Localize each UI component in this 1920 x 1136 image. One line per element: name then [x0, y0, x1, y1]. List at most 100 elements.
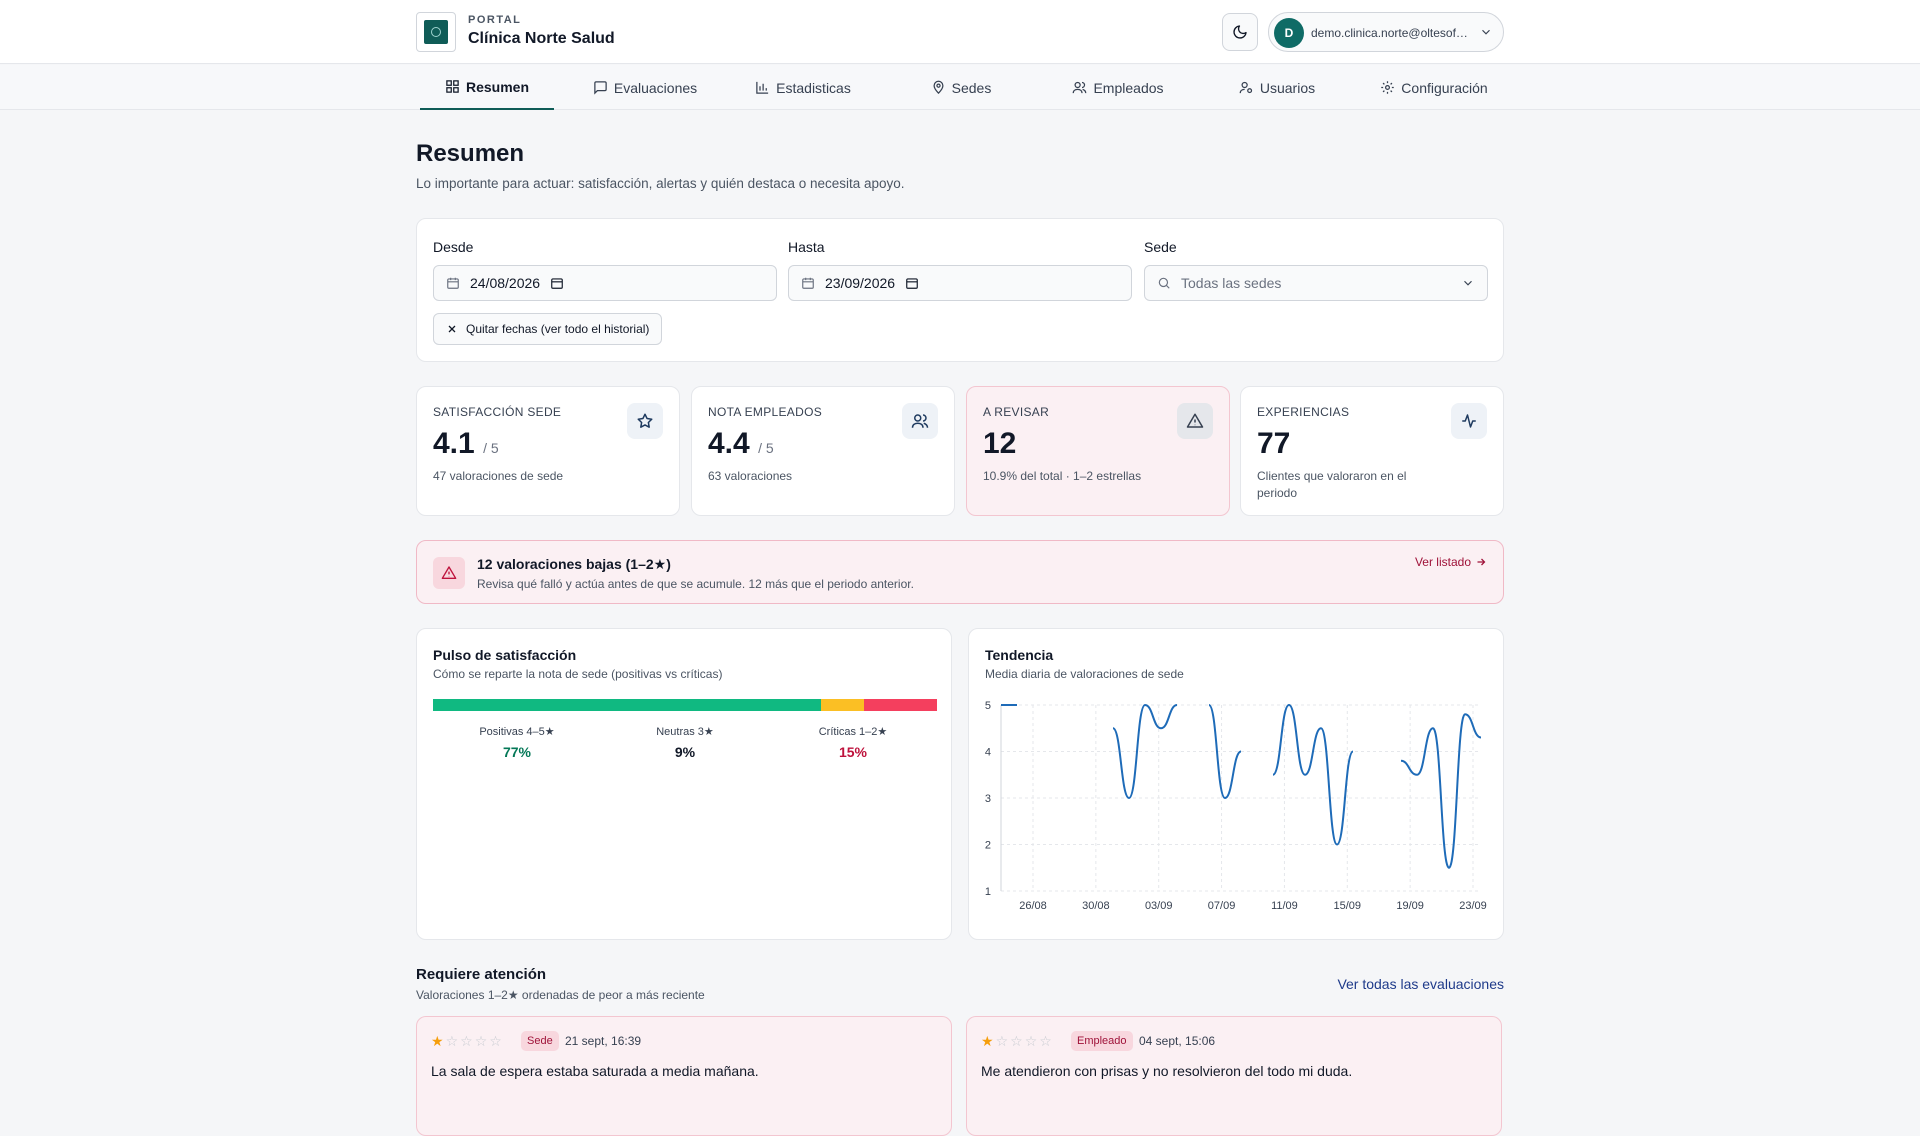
clear-dates-label: Quitar fechas (ver todo el historial): [466, 322, 650, 336]
pulse-stat-label: Críticas 1–2★: [818, 726, 888, 738]
trend-title: Tendencia: [985, 647, 1054, 663]
from-date-input[interactable]: 24/08/2026: [433, 265, 777, 301]
bar-chart-icon: [756, 81, 769, 94]
site-select-placeholder: Todas las sedes: [1181, 275, 1282, 291]
trend-panel: Tendencia Media diaria de valoraciones d…: [968, 628, 1504, 940]
y-tick-label: 2: [985, 840, 991, 852]
user-menu-button[interactable]: D demo.clinica.norte@oltesof…: [1268, 12, 1504, 52]
star-empty-icon: ☆: [1010, 1033, 1023, 1049]
kpi-value: 4.1 / 5: [433, 427, 499, 460]
kpi-experiencias: EXPERIENCIAS 77 Clientes que valoraron e…: [1240, 386, 1504, 516]
kpi-label: NOTA EMPLEADOS: [708, 405, 823, 419]
message-icon: [594, 81, 607, 95]
trend-line-segment: [1112, 703, 1178, 800]
to-label: Hasta: [788, 239, 825, 255]
tab-label: Empleados: [1093, 79, 1164, 96]
page-title: Resumen: [416, 140, 525, 167]
review-card[interactable]: ★ ☆ ☆ ☆ ☆ Sede 21 sept, 16:39 La sala de…: [416, 1016, 952, 1136]
x-tick-label: 07/09: [1208, 900, 1236, 912]
bar-segment-positive: [433, 699, 822, 711]
tab-label: Evaluaciones: [613, 79, 698, 96]
banner-subtitle: Revisa qué falló y actúa antes de que se…: [477, 577, 914, 591]
clear-dates-button[interactable]: Quitar fechas (ver todo el historial): [433, 313, 663, 345]
kpi-a-revisar[interactable]: A REVISAR 12 10.9% del total · 1–2 estre…: [966, 386, 1230, 516]
calendar-picker-icon[interactable]: [905, 276, 919, 290]
view-list-link[interactable]: Ver listado: [1415, 555, 1487, 569]
kpi-value: 12: [983, 427, 1017, 460]
tab-label: Sedes: [951, 79, 992, 96]
review-date: 04 sept, 15:06: [1139, 1034, 1216, 1048]
star-empty-icon: ☆: [1024, 1033, 1038, 1049]
page-subtitle: Lo importante para actuar: satisfacción,…: [416, 176, 905, 191]
star-filled-icon: ★: [431, 1033, 444, 1049]
trend-line-segment: [1208, 704, 1242, 800]
kpi-label: SATISFACCIÓN SEDE: [433, 405, 562, 419]
pulse-panel: Pulso de satisfacción Cómo se reparte la…: [416, 628, 952, 940]
brand-kicker: PORTAL: [468, 14, 522, 26]
moon-icon: [1233, 25, 1247, 39]
tab-label: Resumen: [465, 78, 530, 95]
pulse-stat-positive: Positivas 4–5★ 77%: [433, 725, 601, 760]
x-tick-label: 11/09: [1271, 900, 1298, 912]
bar-segment-neutral: [821, 699, 864, 711]
pulse-stat-neutral: Neutras 3★ 9%: [601, 725, 769, 760]
kpi-sub: 63 valoraciones: [708, 469, 793, 483]
theme-toggle-button[interactable]: [1222, 13, 1258, 51]
review-type-badge: Sede: [521, 1031, 559, 1051]
review-text: Me atendieron con prisas y no resolviero…: [981, 1063, 1353, 1079]
tab-usuarios[interactable]: Usuarios: [1232, 65, 1322, 110]
tab-evaluaciones[interactable]: Evaluaciones: [580, 65, 710, 110]
users-icon: [911, 414, 929, 428]
pulse-subtitle: Cómo se reparte la nota de sede (positiv…: [433, 667, 723, 681]
tab-empleados[interactable]: Empleados: [1066, 65, 1170, 110]
trend-chart: 1 2 3 4 5 26/08 30/08 03/09 07/09 11/09 15/09 19/09…: [985, 700, 1487, 912]
to-date-value: 23/09/2026: [825, 275, 896, 291]
search-icon: [1158, 277, 1170, 289]
warning-icon: [1186, 413, 1204, 428]
pulse-stat-label: Neutras 3★: [656, 726, 714, 738]
tab-resumen[interactable]: Resumen: [420, 65, 554, 110]
kpi-icon-box: [1177, 403, 1213, 439]
low-ratings-banner: 12 valoraciones bajas (1–2★) Revisa qué …: [416, 540, 1504, 604]
kpi-icon-box: [902, 403, 938, 439]
star-empty-icon: ☆: [445, 1033, 459, 1049]
user-key-icon: [1239, 81, 1252, 94]
kpi-value: 4.4 / 5: [708, 427, 774, 460]
avatar: D: [1274, 18, 1304, 48]
tab-label: Usuarios: [1259, 79, 1316, 96]
brand-name: Clínica Norte Salud: [468, 30, 615, 47]
app-header: PORTAL Clínica Norte Salud D demo.clinic…: [0, 0, 1920, 64]
from-date-value: 24/08/2026: [470, 275, 541, 291]
from-label: Desde: [433, 239, 474, 255]
star-empty-icon: ☆: [1039, 1033, 1052, 1049]
tab-configuracion[interactable]: Configuración: [1372, 65, 1496, 110]
view-all-evaluations-link[interactable]: Ver todas las evaluaciones: [1337, 976, 1504, 992]
x-tick-label: 26/08: [1019, 900, 1047, 912]
bar-segment-critical: [863, 699, 937, 711]
y-tick-label: 4: [985, 747, 991, 759]
kpi-sub: 47 valoraciones de sede: [433, 469, 564, 483]
star-icon: [637, 413, 653, 428]
kpi-sub: 10.9% del total · 1–2 estrellas: [983, 469, 1142, 483]
kpi-icon-box: [1451, 403, 1487, 439]
kpi-value: 77: [1257, 427, 1291, 460]
kpi-satisfaccion-sede: SATISFACCIÓN SEDE 4.1 / 5 47 valoracione…: [416, 386, 680, 516]
pulse-stat-value: 15%: [838, 744, 868, 760]
to-date-input[interactable]: 23/09/2026: [788, 265, 1132, 301]
star-empty-icon: ☆: [995, 1033, 1009, 1049]
star-empty-icon: ☆: [474, 1033, 488, 1049]
calendar-picker-icon[interactable]: [550, 276, 564, 290]
calendar-icon: [802, 277, 814, 289]
clinic-logo[interactable]: [416, 12, 456, 52]
filters-card: Desde 24/08/2026 Hasta 23/09/2026 Sede T…: [416, 218, 1504, 362]
site-select[interactable]: Todas las sedes: [1144, 265, 1488, 301]
activity-icon: [1462, 414, 1476, 428]
review-card[interactable]: ★ ☆ ☆ ☆ ☆ Empleado 04 sept, 15:06 Me ate…: [966, 1016, 1502, 1136]
pulse-stat-critical: Críticas 1–2★ 15%: [769, 725, 937, 760]
star-rating: ★ ☆ ☆ ☆ ☆: [431, 1033, 502, 1050]
star-rating: ★ ☆ ☆ ☆ ☆: [981, 1033, 1052, 1050]
tab-sedes[interactable]: Sedes: [916, 65, 1006, 110]
view-list-label: Ver listado: [1414, 555, 1471, 569]
tab-estadisticas[interactable]: Estadisticas: [742, 65, 864, 110]
kpi-label: EXPERIENCIAS: [1257, 405, 1350, 419]
